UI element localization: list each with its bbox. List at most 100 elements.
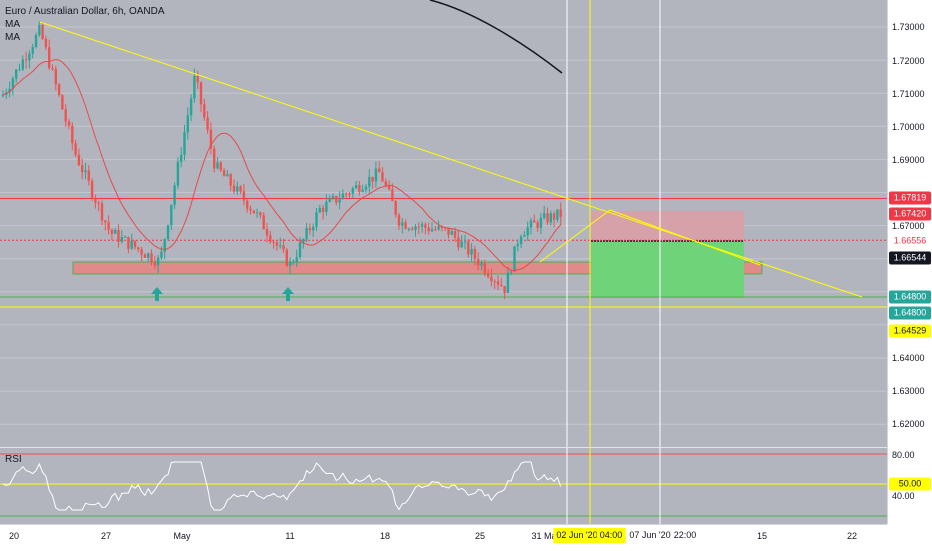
price-tick: 1.70000	[892, 122, 925, 132]
candle-body	[331, 196, 335, 199]
ascending-trendline	[539, 209, 611, 263]
candle-body	[523, 235, 526, 237]
rsi-midline-tag: 50.00	[889, 477, 931, 491]
candle-body	[407, 228, 411, 230]
rsi-pane[interactable]: RSI	[0, 448, 887, 524]
candle-body	[411, 228, 414, 230]
candle-body	[404, 222, 407, 229]
candle-body	[232, 185, 236, 192]
candle-body	[486, 273, 490, 277]
time-tick: 15	[756, 531, 768, 541]
candle-body	[143, 254, 147, 258]
candle-body	[483, 263, 486, 274]
time-axis[interactable]: 20 27 May 11 18 25 31 Ma 02 Jun '20 04:0…	[0, 524, 887, 551]
candle-body	[519, 236, 523, 245]
rsi-label[interactable]: RSI	[5, 454, 22, 465]
candle-body	[315, 212, 318, 227]
candle-body	[1, 94, 5, 97]
price-tick: 1.73000	[892, 22, 925, 32]
candle-body	[345, 193, 348, 195]
candle-body	[358, 185, 361, 192]
candle-body	[100, 203, 104, 221]
price-tick: 1.63000	[892, 386, 925, 396]
pane-separator[interactable]	[0, 447, 932, 448]
candle-body	[249, 208, 252, 211]
price-tick: 1.62000	[892, 419, 925, 429]
candle-body	[259, 212, 262, 216]
candle-body	[123, 236, 127, 238]
time-highlight-date: 02 Jun '20	[553, 528, 601, 543]
candle-body	[552, 213, 556, 220]
candle-body	[490, 276, 493, 282]
candle-body	[11, 78, 15, 89]
candle-body	[420, 224, 424, 227]
candle-body	[387, 185, 391, 190]
stop-loss-zone	[591, 211, 744, 241]
candle-body	[493, 281, 496, 283]
candle-body	[444, 227, 447, 229]
candle-body	[473, 248, 477, 259]
candle-body	[31, 47, 34, 54]
candle-body	[265, 229, 269, 236]
candle-body	[295, 257, 298, 262]
candle-body	[302, 239, 305, 243]
candle-body	[140, 249, 143, 255]
candle-body	[48, 47, 51, 69]
candle-body	[321, 207, 325, 212]
candle-body	[371, 176, 374, 182]
target-price-tag: 1.64800	[889, 306, 931, 320]
candle-body	[503, 286, 506, 293]
candle-body	[460, 241, 463, 248]
candle-body	[262, 215, 265, 230]
price-chart-pane[interactable]: Euro / Australian Dollar, 6h, OANDA MA M…	[0, 0, 887, 447]
ma-indicator-label-1[interactable]: MA	[5, 19, 20, 30]
candle-body	[64, 109, 67, 122]
candle-body	[252, 210, 255, 214]
candle-body	[199, 82, 203, 105]
candle-body	[216, 162, 219, 169]
candle-body	[236, 186, 239, 192]
candle-body	[239, 186, 242, 192]
candle-body	[127, 236, 130, 249]
descending-trendline	[39, 21, 863, 298]
price-chart-canvas[interactable]	[0, 0, 887, 447]
candle-body	[496, 281, 500, 285]
candle-body	[397, 214, 401, 226]
candle-body	[222, 170, 226, 177]
candle-body	[196, 76, 199, 83]
candle-body	[193, 76, 196, 99]
ma-indicator-label-2[interactable]: MA	[5, 32, 20, 43]
rsi-canvas[interactable]	[0, 448, 887, 524]
candle-body	[529, 220, 533, 228]
candle-body	[453, 231, 457, 238]
price-axis[interactable]: 1.73000 1.72000 1.71000 1.70000 1.69000 …	[887, 0, 932, 524]
candle-body	[328, 198, 331, 202]
candle-body	[348, 193, 351, 195]
candle-body	[114, 230, 117, 234]
symbol-title[interactable]: Euro / Australian Dollar, 6h, OANDA	[5, 6, 165, 17]
candle-body	[44, 38, 48, 48]
candle-body	[279, 245, 282, 247]
candle-body	[480, 263, 483, 266]
candle-body	[255, 212, 259, 214]
candle-body	[104, 220, 107, 223]
candle-body	[374, 168, 378, 182]
candle-body	[51, 68, 54, 70]
candle-body	[160, 251, 163, 258]
candle-body	[434, 229, 437, 231]
time-tick: May	[173, 531, 191, 541]
chart-legend: Euro / Australian Dollar, 6h, OANDA MA M…	[5, 5, 165, 44]
rsi-tick: 80.00	[892, 450, 915, 460]
candle-body	[318, 207, 321, 213]
time-highlight-time: 04:00	[596, 528, 626, 543]
candle-body	[539, 217, 543, 228]
candle-body	[556, 209, 559, 220]
candle-body	[285, 249, 288, 266]
candle-body	[219, 162, 222, 171]
candle-body	[427, 227, 430, 232]
candle-body	[401, 222, 404, 226]
candle-body	[156, 257, 160, 266]
candle-body	[559, 209, 562, 217]
candle-body	[506, 272, 510, 293]
candle-body	[430, 229, 434, 232]
